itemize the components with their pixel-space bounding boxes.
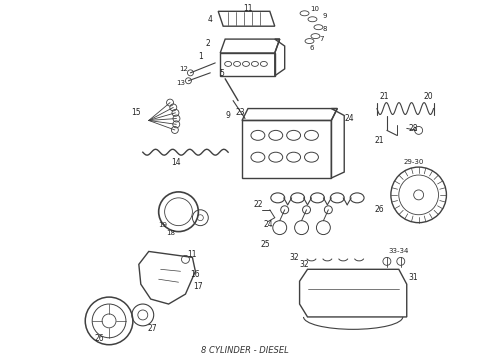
Text: 10: 10 [310, 6, 319, 12]
Text: 9: 9 [322, 13, 327, 19]
Text: 33-34: 33-34 [389, 248, 409, 255]
Text: 26: 26 [94, 334, 104, 343]
Text: 5: 5 [220, 69, 224, 78]
Text: 16: 16 [191, 270, 200, 279]
Text: 21: 21 [374, 136, 384, 145]
Text: 32: 32 [300, 260, 309, 269]
Text: 29-30: 29-30 [403, 159, 424, 165]
Text: 32: 32 [290, 253, 299, 262]
Text: 24: 24 [263, 220, 272, 229]
Text: 17: 17 [194, 282, 203, 291]
Text: 13: 13 [176, 80, 185, 86]
Text: 23: 23 [235, 108, 245, 117]
Text: 28: 28 [409, 124, 418, 133]
Text: 11: 11 [243, 4, 253, 13]
Text: 8: 8 [322, 26, 327, 32]
Text: 18: 18 [166, 230, 175, 235]
Text: 26: 26 [374, 205, 384, 214]
Text: 21: 21 [379, 92, 389, 101]
Text: 11: 11 [188, 250, 197, 259]
Text: 27: 27 [148, 324, 157, 333]
Text: 31: 31 [409, 273, 418, 282]
Text: 1: 1 [198, 53, 203, 62]
Text: 8 CYLINDER - DIESEL: 8 CYLINDER - DIESEL [201, 346, 289, 355]
Text: 7: 7 [319, 36, 324, 42]
Text: 6: 6 [309, 45, 314, 51]
Text: 15: 15 [131, 108, 141, 117]
Text: 4: 4 [208, 15, 213, 24]
Text: 24: 24 [344, 114, 354, 123]
Text: 20: 20 [424, 92, 433, 101]
Text: 12: 12 [179, 66, 188, 72]
Text: 9: 9 [226, 111, 231, 120]
Text: 19: 19 [158, 222, 167, 228]
Text: 14: 14 [171, 158, 180, 167]
Text: 25: 25 [260, 240, 270, 249]
Text: 22: 22 [253, 200, 263, 209]
Text: 2: 2 [206, 39, 211, 48]
